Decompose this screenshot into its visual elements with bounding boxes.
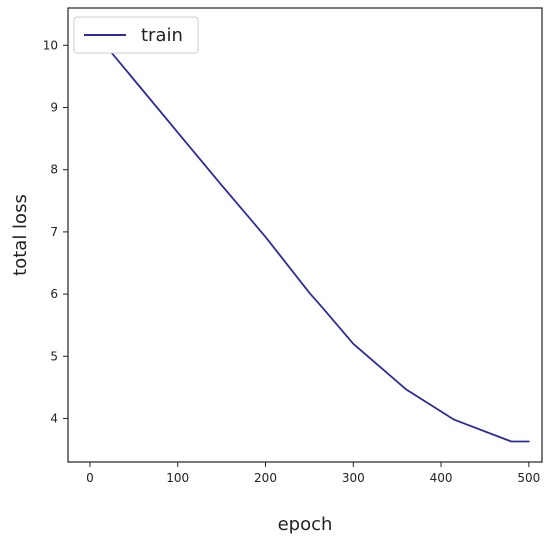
axes: 0 100 200 300 400 500 4 5 6 7 8 9 10 <box>43 7 543 485</box>
legend-box <box>73 16 199 54</box>
y-axis-label: total loss <box>10 194 31 276</box>
y-tick-label: 7 <box>50 225 58 239</box>
x-tick-label: 500 <box>517 471 540 485</box>
y-tick-label: 4 <box>50 411 58 425</box>
x-axis-label: epoch <box>278 514 333 535</box>
y-tick-label: 6 <box>50 287 58 301</box>
series-line-train <box>89 25 530 443</box>
legend-label-train: train <box>141 25 183 46</box>
plot-frame <box>67 7 543 463</box>
y-tick-label: 10 <box>43 38 58 52</box>
y-tick-label: 8 <box>50 163 58 177</box>
y-tick-label: 5 <box>50 349 58 363</box>
x-tick-label: 400 <box>430 471 453 485</box>
x-tick-label: 200 <box>254 471 277 485</box>
plot-area <box>89 25 530 443</box>
x-tick-label: 0 <box>86 471 94 485</box>
x-tick-label: 100 <box>166 471 189 485</box>
legend: train <box>73 16 199 54</box>
y-tick-label: 9 <box>50 101 58 115</box>
x-tick-label: 300 <box>342 471 365 485</box>
